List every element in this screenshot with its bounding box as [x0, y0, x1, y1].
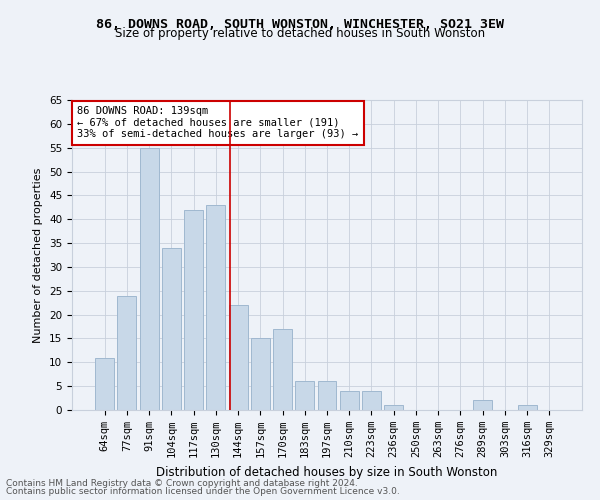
Bar [273, 329, 292, 410]
Bar [340, 391, 359, 410]
Bar [140, 148, 158, 410]
Text: Size of property relative to detached houses in South Wonston: Size of property relative to detached ho… [115, 28, 485, 40]
Bar [251, 338, 270, 410]
Bar [362, 391, 381, 410]
Bar [118, 296, 136, 410]
Bar [229, 305, 248, 410]
Text: Contains HM Land Registry data © Crown copyright and database right 2024.: Contains HM Land Registry data © Crown c… [6, 478, 358, 488]
Y-axis label: Number of detached properties: Number of detached properties [34, 168, 43, 342]
Bar [162, 248, 181, 410]
Bar [206, 205, 225, 410]
Bar [317, 382, 337, 410]
X-axis label: Distribution of detached houses by size in South Wonston: Distribution of detached houses by size … [157, 466, 497, 478]
Bar [518, 405, 536, 410]
Text: 86, DOWNS ROAD, SOUTH WONSTON, WINCHESTER, SO21 3EW: 86, DOWNS ROAD, SOUTH WONSTON, WINCHESTE… [96, 18, 504, 30]
Bar [184, 210, 203, 410]
Bar [95, 358, 114, 410]
Bar [295, 382, 314, 410]
Bar [384, 405, 403, 410]
Bar [473, 400, 492, 410]
Text: Contains public sector information licensed under the Open Government Licence v3: Contains public sector information licen… [6, 487, 400, 496]
Text: 86 DOWNS ROAD: 139sqm
← 67% of detached houses are smaller (191)
33% of semi-det: 86 DOWNS ROAD: 139sqm ← 67% of detached … [77, 106, 358, 140]
